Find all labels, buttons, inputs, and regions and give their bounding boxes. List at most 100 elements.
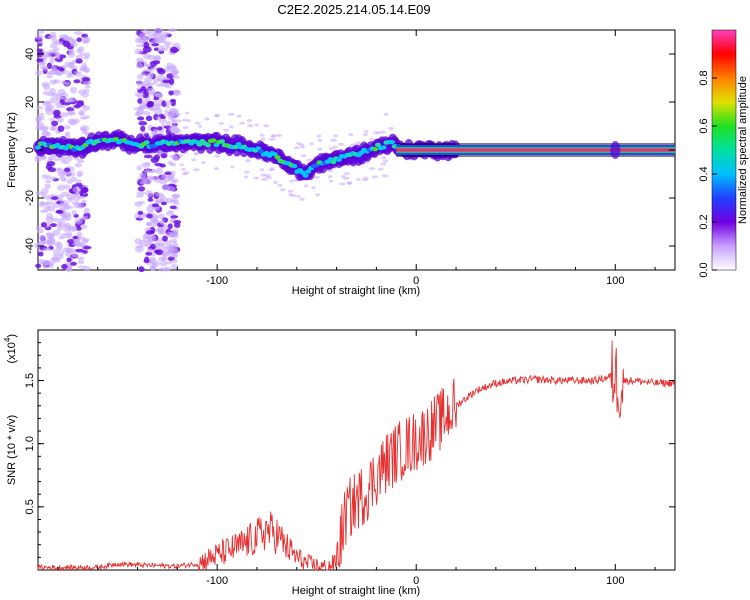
noise-point [170,215,179,219]
noise-point [83,245,92,250]
noise-point [62,225,72,233]
noise-point [174,222,181,228]
noise-point [38,239,46,246]
signal-core [235,141,242,147]
noise-point [166,62,174,68]
x-tick-label: -100 [206,275,228,287]
snr-marks [37,340,676,572]
noise-point [355,141,362,145]
noise-point [144,256,150,264]
noise-point [152,79,158,85]
noise-point [75,248,84,253]
noise-point [44,183,51,190]
snr-scale-label: (x104) [3,334,18,364]
noise-point [34,155,42,163]
noise-point [135,245,144,249]
snr-line [37,340,676,572]
noise-point [155,83,164,87]
noise-point [142,236,151,243]
noise-point [137,116,145,121]
noise-point [328,147,334,151]
noise-point [263,124,270,128]
noise-point [81,128,88,135]
noise-point [57,125,65,132]
noise-point [168,90,174,96]
noise-point [62,40,71,48]
noise-point [69,86,78,94]
noise-point [72,235,79,240]
noise-point [270,134,277,138]
noise-point [368,167,376,171]
noise-point [51,38,59,45]
noise-point [261,177,268,181]
noise-point [159,261,168,267]
noise-point [147,87,156,95]
noise-point [137,186,146,192]
noise-point [160,115,166,119]
noise-point [201,161,206,165]
noise-point [355,177,361,181]
noise-point [134,238,143,245]
noise-point [143,154,153,159]
signal-core [35,145,41,150]
noise-point [348,133,354,137]
noise-point [314,193,321,197]
noise-point [153,176,162,183]
noise-point [66,178,73,185]
noise-point [137,98,143,104]
noise-point [193,152,200,156]
noise-point [171,258,178,264]
noise-point [153,47,160,52]
noise-point [77,265,86,269]
noise-point [47,104,55,111]
noise-point [40,222,47,228]
noise-point [363,129,369,133]
noise-point [73,79,81,84]
carrier-line [396,148,675,152]
noise-point [55,101,63,109]
noise-point [72,194,81,202]
noise-point [333,134,339,138]
noise-point [76,37,82,43]
noise-point [74,217,83,225]
noise-point [146,213,153,219]
noise-point [134,112,141,117]
noise-point [153,59,161,65]
noise-point [82,81,91,85]
noise-point [72,186,82,193]
noise-point [59,203,67,211]
noise-point [167,223,173,230]
noise-point [35,226,42,230]
noise-point [143,41,150,49]
noise-point [72,241,82,247]
noise-point [172,252,179,259]
noise-point [173,219,182,225]
noise-point [51,92,60,97]
y-tick-label: 0 [24,147,36,153]
noise-point [65,251,72,258]
snr-scale-close: ) [6,334,18,338]
noise-point [181,167,186,171]
noise-point [347,182,353,186]
spectrogram-panel: -100 0 100 -40 -20 0 20 40 Height of straight l… [6,27,676,297]
noise-point [264,174,271,178]
noise-point [37,61,46,65]
noise-point [60,112,69,118]
noise-point [223,128,230,132]
noise-point [168,28,177,32]
noise-point [165,120,172,126]
noise-point [66,73,74,79]
signal-core [274,155,281,160]
noise-point [178,154,184,158]
noise-point [58,54,67,59]
noise-point [82,77,90,82]
noise-point [168,78,175,85]
noise-point [236,114,242,118]
noise-point [45,212,54,220]
noise-point [52,249,58,255]
noise-point [57,250,65,256]
noise-point [36,106,44,110]
noise-point [303,184,309,188]
noise-point [35,116,43,124]
noise-point [337,142,345,146]
